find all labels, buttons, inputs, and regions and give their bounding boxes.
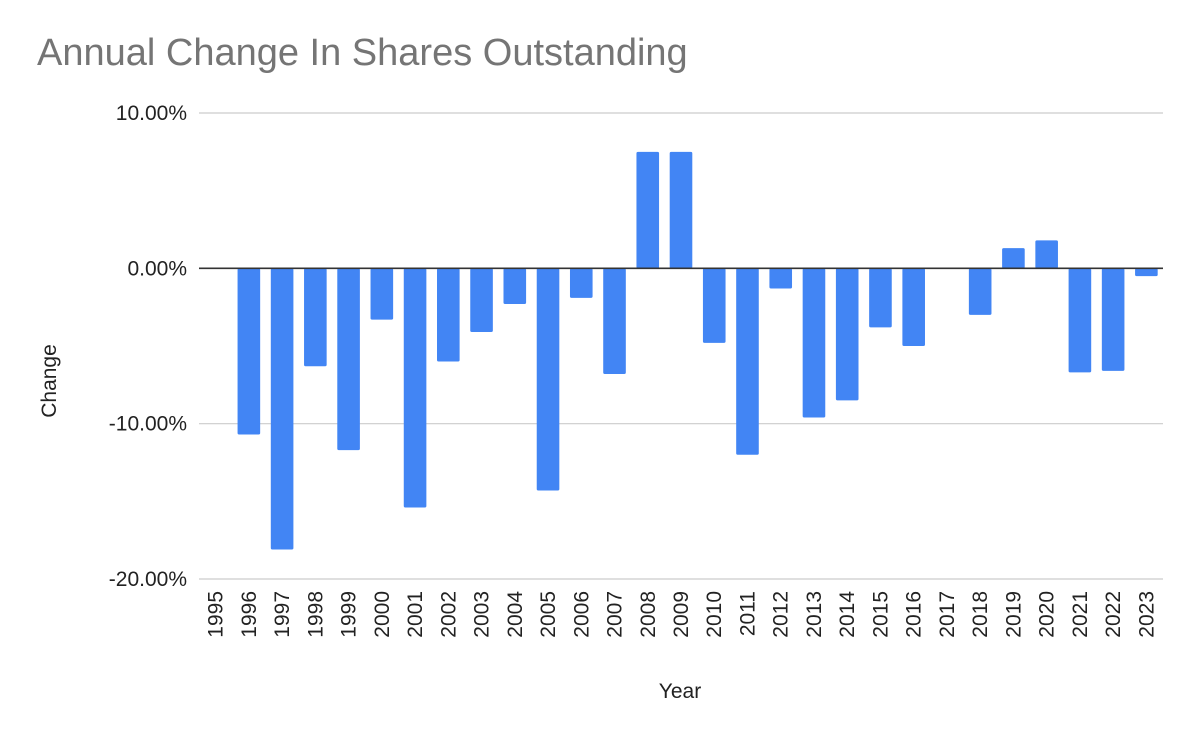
x-tick-label: 2003 — [471, 591, 494, 638]
x-tick-label: 2007 — [604, 591, 627, 638]
bar-2002 — [437, 268, 460, 362]
x-tick-label: 2016 — [903, 591, 926, 638]
y-axis-title: Change — [38, 344, 61, 418]
x-tick-label: 2017 — [936, 591, 959, 638]
x-tick-label: 2011 — [736, 591, 759, 636]
x-tick-label: 2006 — [570, 591, 593, 638]
y-tick-label: 10.00% — [116, 102, 187, 125]
bar-2003 — [470, 268, 493, 333]
bar-2004 — [503, 268, 527, 305]
bar-2021 — [1068, 268, 1092, 373]
bar-2015 — [869, 268, 892, 328]
x-tick-label: 2004 — [504, 591, 527, 638]
x-tick-label: 2009 — [670, 591, 693, 638]
bar-2011 — [736, 268, 759, 455]
bar-2009 — [669, 151, 693, 269]
y-tick-label: 0.00% — [127, 257, 187, 280]
bar-1996 — [237, 268, 261, 435]
bar-2007 — [603, 268, 626, 374]
y-tick-label: -10.00% — [109, 413, 187, 436]
bar-2001 — [403, 268, 427, 508]
x-tick-label: 1995 — [205, 591, 228, 638]
x-tick-label: 2005 — [537, 591, 560, 638]
bar-1998 — [304, 268, 327, 367]
x-tick-label: 2013 — [803, 591, 826, 638]
bar-2010 — [702, 268, 726, 343]
x-tick-label: 2012 — [770, 591, 793, 638]
x-tick-label: 2014 — [836, 591, 859, 638]
bar-2005 — [536, 268, 560, 491]
x-axis-title: Year — [659, 680, 701, 703]
bar-2016 — [902, 268, 925, 346]
x-tick-label: 2008 — [637, 591, 660, 638]
bar-2013 — [802, 268, 826, 418]
bar-2000 — [370, 268, 394, 320]
x-tick-label: 2023 — [1135, 591, 1158, 638]
y-tick-label: -20.00% — [109, 568, 187, 591]
x-tick-label: 2018 — [969, 591, 992, 638]
x-tick-label: 1999 — [338, 591, 361, 638]
x-tick-label: 2001 — [404, 591, 427, 638]
bar-2018 — [968, 268, 992, 315]
x-tick-label: 2021 — [1069, 591, 1092, 638]
x-tick-label: 2022 — [1102, 591, 1125, 638]
x-tick-label: 2010 — [703, 591, 726, 638]
bar-2014 — [835, 268, 859, 401]
bar-2020 — [1035, 240, 1058, 269]
x-tick-label: 2020 — [1036, 591, 1059, 638]
x-tick-label: 2002 — [437, 591, 460, 638]
bar-1999 — [337, 268, 360, 451]
x-tick-label: 1998 — [304, 591, 327, 638]
bar-2023 — [1135, 268, 1158, 277]
x-tick-label: 2015 — [869, 591, 892, 638]
x-tick-label: 2019 — [1002, 591, 1025, 638]
x-tick-label: 1996 — [238, 591, 261, 638]
bar-2012 — [769, 268, 793, 289]
chart-title: Annual Change In Shares Outstanding — [37, 32, 688, 74]
bar-1997 — [270, 268, 294, 550]
bar-2019 — [1002, 248, 1025, 269]
x-tick-label: 2000 — [371, 591, 394, 638]
x-tick-label: 1997 — [271, 591, 294, 638]
bar-2006 — [569, 268, 593, 298]
bar-2022 — [1101, 268, 1125, 371]
bar-2008 — [636, 151, 660, 269]
